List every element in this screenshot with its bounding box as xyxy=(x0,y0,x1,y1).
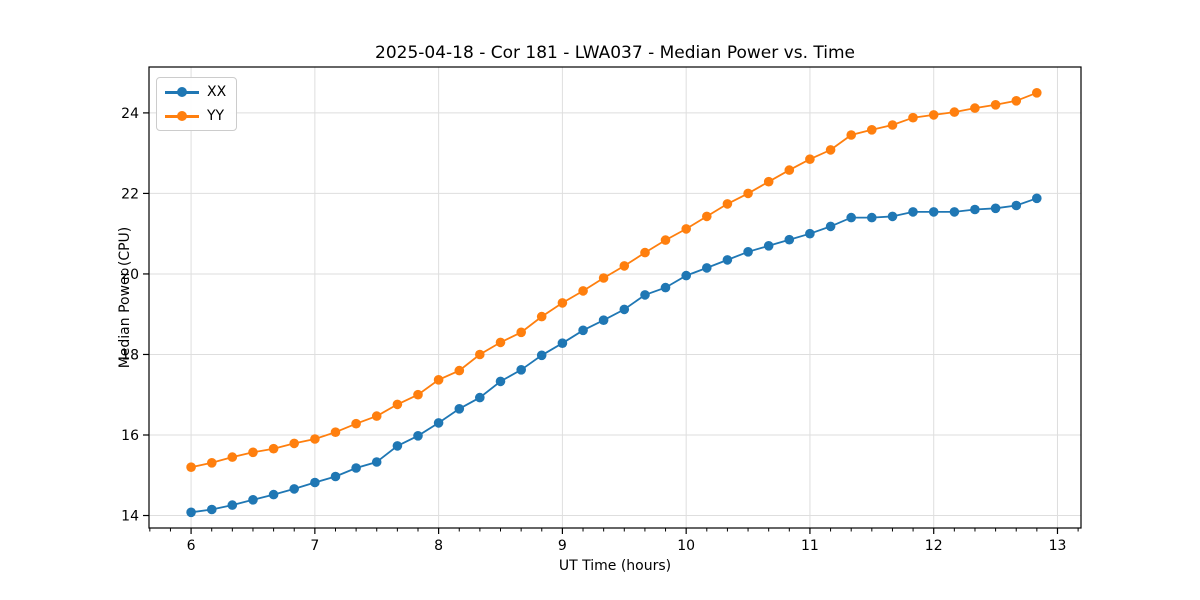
legend-item-yy: YY xyxy=(165,107,226,125)
svg-text:6: 6 xyxy=(187,538,196,554)
legend-line-marker-yy-icon xyxy=(165,114,199,118)
svg-text:18: 18 xyxy=(121,347,139,363)
x-axis-label: UT Time (hours) xyxy=(558,558,672,574)
svg-text:12: 12 xyxy=(925,538,943,554)
legend-line-marker-xx-icon xyxy=(165,90,199,94)
svg-text:11: 11 xyxy=(801,538,819,554)
legend: XX YY xyxy=(156,77,238,131)
svg-text:16: 16 xyxy=(121,428,139,444)
svg-text:14: 14 xyxy=(121,509,139,525)
svg-text:20: 20 xyxy=(121,267,139,283)
svg-text:22: 22 xyxy=(121,186,139,202)
chart-title: 2025-04-18 - Cor 181 - LWA037 - Median P… xyxy=(375,43,855,63)
svg-text:7: 7 xyxy=(310,538,319,554)
y-axis-label: Median Power (CPU) xyxy=(117,226,133,369)
legend-label-xx: XX xyxy=(207,84,227,100)
svg-text:9: 9 xyxy=(558,538,567,554)
svg-text:10: 10 xyxy=(677,538,695,554)
legend-label-yy: YY xyxy=(207,108,225,124)
svg-text:24: 24 xyxy=(121,106,139,122)
svg-text:13: 13 xyxy=(1049,538,1067,554)
svg-text:8: 8 xyxy=(434,538,443,554)
legend-item-xx: XX xyxy=(165,83,226,101)
